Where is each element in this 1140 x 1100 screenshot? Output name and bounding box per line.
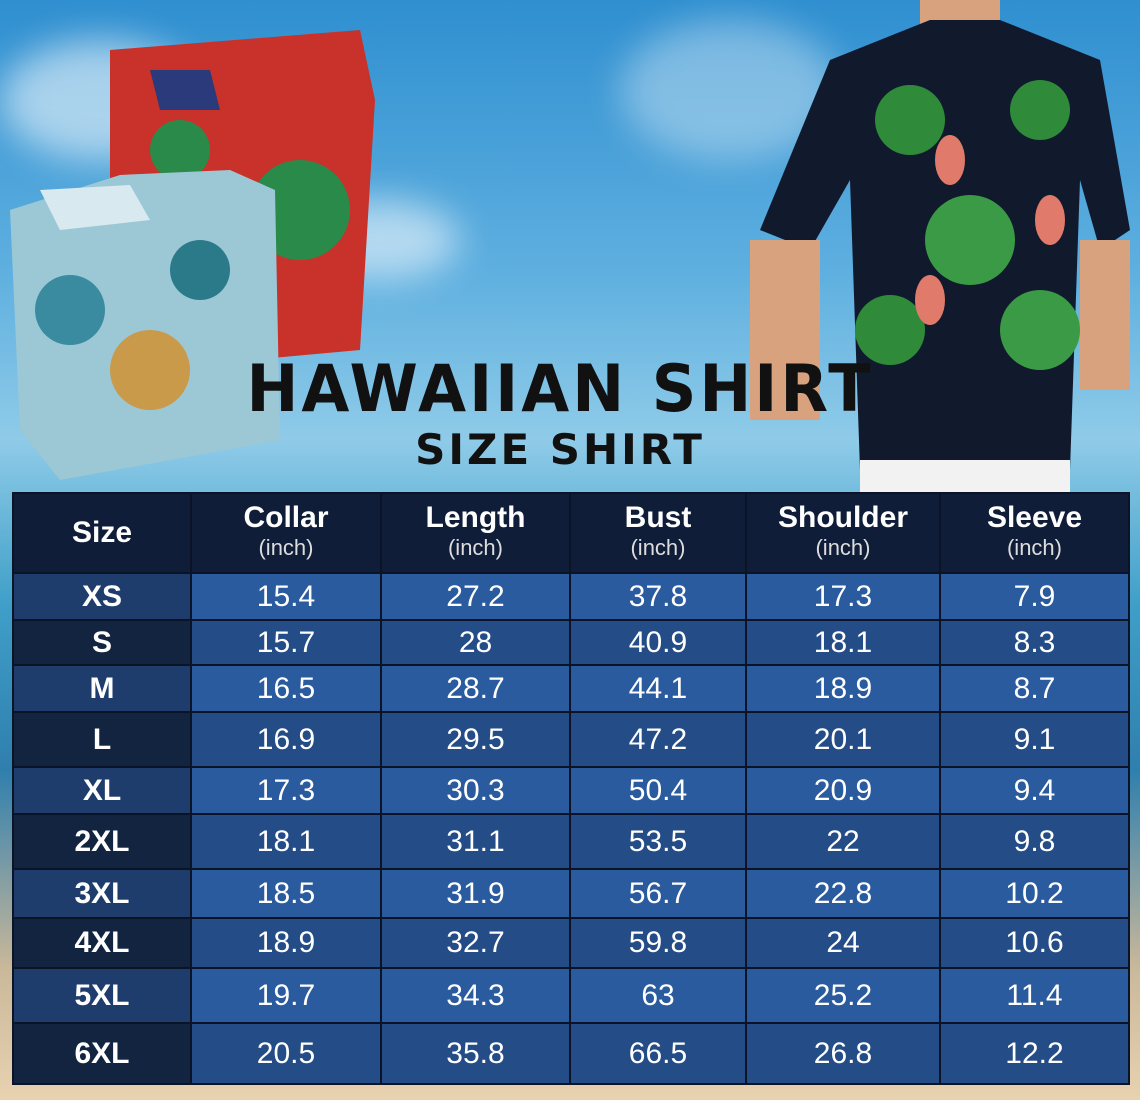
measurement-cell: 12.2 [941, 1024, 1128, 1083]
measurement-cell: 7.9 [941, 574, 1128, 619]
measurement-cell: 11.4 [941, 969, 1128, 1022]
measurement-cell: 59.8 [571, 919, 745, 967]
measurement-cell: 27.2 [382, 574, 569, 619]
measurement-cell: 16.5 [192, 666, 380, 711]
table-row: L 16.9 29.5 47.2 20.1 9.1 [14, 713, 1128, 766]
size-cell: XS [14, 574, 190, 619]
measurement-cell: 32.7 [382, 919, 569, 967]
size-cell: 5XL [14, 969, 190, 1022]
table-row: 5XL 19.7 34.3 63 25.2 11.4 [14, 969, 1128, 1022]
unit-label: (inch) [815, 535, 871, 560]
size-cell: XL [14, 768, 190, 813]
measurement-cell: 31.9 [382, 870, 569, 917]
measurement-cell: 18.1 [192, 815, 380, 868]
size-cell: 6XL [14, 1024, 190, 1083]
table-row: 3XL 18.5 31.9 56.7 22.8 10.2 [14, 870, 1128, 917]
measurement-cell: 10.6 [941, 919, 1128, 967]
table-row: S 15.7 28 40.9 18.1 8.3 [14, 621, 1128, 664]
page-title: HAWAIIAN SHIRT [246, 350, 874, 427]
unit-label: (inch) [447, 535, 503, 560]
table-row: M 16.5 28.7 44.1 18.9 8.7 [14, 666, 1128, 711]
size-cell: 3XL [14, 870, 190, 917]
measurement-cell: 8.3 [941, 621, 1128, 664]
measurement-cell: 18.5 [192, 870, 380, 917]
measurement-cell: 19.7 [192, 969, 380, 1022]
unit-label: (inch) [258, 535, 314, 560]
measurement-cell: 28.7 [382, 666, 569, 711]
measurement-cell: 31.1 [382, 815, 569, 868]
measurement-cell: 37.8 [571, 574, 745, 619]
measurement-cell: 53.5 [571, 815, 745, 868]
measurement-cell: 9.4 [941, 768, 1128, 813]
measurement-cell: 44.1 [571, 666, 745, 711]
measurement-cell: 8.7 [941, 666, 1128, 711]
size-cell: L [14, 713, 190, 766]
header-sleeve: Sleeve (inch) [941, 494, 1128, 572]
measurement-cell: 17.3 [192, 768, 380, 813]
measurement-cell: 25.2 [747, 969, 939, 1022]
table-row: XL 17.3 30.3 50.4 20.9 9.4 [14, 768, 1128, 813]
model-shirt-image [750, 0, 1130, 495]
measurement-cell: 18.9 [747, 666, 939, 711]
measurement-cell: 16.9 [192, 713, 380, 766]
table-header-row: Size Collar (inch) Length (inch) Bust (inch… [14, 494, 1128, 572]
measurement-cell: 50.4 [571, 768, 745, 813]
measurement-cell: 17.3 [747, 574, 939, 619]
measurement-cell: 26.8 [747, 1024, 939, 1083]
header-bust: Bust (inch) [571, 494, 745, 572]
measurement-cell: 40.9 [571, 621, 745, 664]
folded-shirts-image [10, 30, 375, 480]
unit-label: (inch) [1006, 535, 1062, 560]
header-collar: Collar (inch) [192, 494, 380, 572]
measurement-cell: 63 [571, 969, 745, 1022]
measurement-cell: 20.9 [747, 768, 939, 813]
table-row: 4XL 18.9 32.7 59.8 24 10.6 [14, 919, 1128, 967]
header-size: Size [14, 494, 190, 572]
page-subtitle: SIZE SHIRT [415, 425, 705, 474]
unit-label: (inch) [630, 535, 686, 560]
size-cell: M [14, 666, 190, 711]
measurement-cell: 56.7 [571, 870, 745, 917]
size-cell: 4XL [14, 919, 190, 967]
table-row: 2XL 18.1 31.1 53.5 22 9.8 [14, 815, 1128, 868]
measurement-cell: 18.9 [192, 919, 380, 967]
measurement-cell: 20.1 [747, 713, 939, 766]
header-length: Length (inch) [382, 494, 569, 572]
measurement-cell: 18.1 [747, 621, 939, 664]
measurement-cell: 30.3 [382, 768, 569, 813]
measurement-cell: 66.5 [571, 1024, 745, 1083]
measurement-cell: 22.8 [747, 870, 939, 917]
measurement-cell: 9.8 [941, 815, 1128, 868]
table-row: XS 15.4 27.2 37.8 17.3 7.9 [14, 574, 1128, 619]
table-row: 6XL 20.5 35.8 66.5 26.8 12.2 [14, 1024, 1128, 1083]
measurement-cell: 20.5 [192, 1024, 380, 1083]
measurement-cell: 29.5 [382, 713, 569, 766]
measurement-cell: 28 [382, 621, 569, 664]
measurement-cell: 35.8 [382, 1024, 569, 1083]
size-chart-table: Size Collar (inch) Length (inch) Bust (inch… [12, 492, 1130, 1085]
size-cell: 2XL [14, 815, 190, 868]
measurement-cell: 24 [747, 919, 939, 967]
measurement-cell: 10.2 [941, 870, 1128, 917]
measurement-cell: 15.7 [192, 621, 380, 664]
header-shoulder: Shoulder (inch) [747, 494, 939, 572]
measurement-cell: 22 [747, 815, 939, 868]
measurement-cell: 34.3 [382, 969, 569, 1022]
measurement-cell: 47.2 [571, 713, 745, 766]
measurement-cell: 15.4 [192, 574, 380, 619]
size-cell: S [14, 621, 190, 664]
measurement-cell: 9.1 [941, 713, 1128, 766]
